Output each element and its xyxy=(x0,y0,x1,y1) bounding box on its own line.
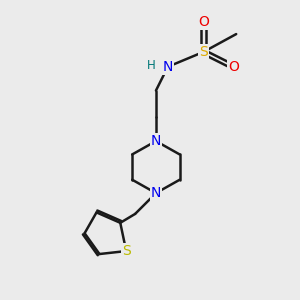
Text: N: N xyxy=(151,134,161,148)
Text: N: N xyxy=(151,186,161,200)
Text: H: H xyxy=(147,59,156,72)
Text: N: N xyxy=(163,60,173,74)
Text: O: O xyxy=(198,15,209,29)
Text: O: O xyxy=(228,60,239,74)
Text: S: S xyxy=(122,244,130,258)
Text: S: S xyxy=(199,45,208,59)
